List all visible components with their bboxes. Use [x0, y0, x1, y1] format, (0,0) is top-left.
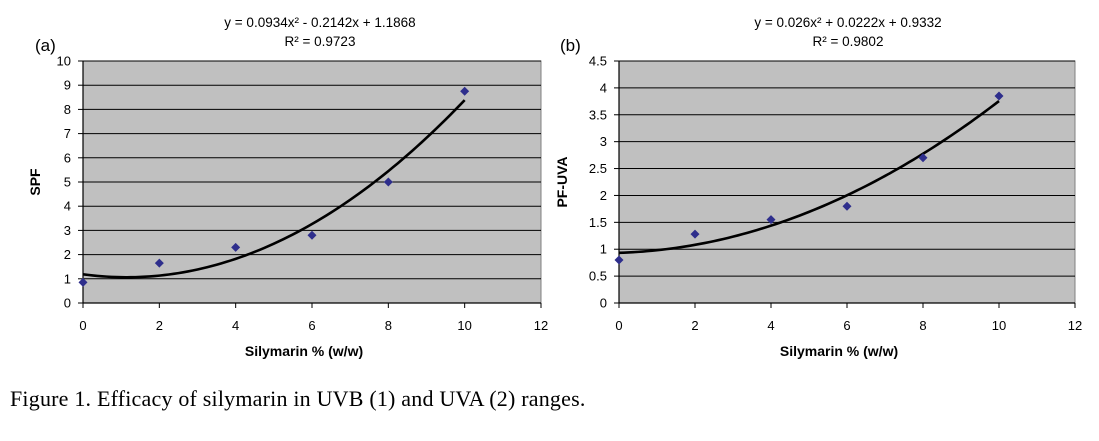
chart-b-y-tick-label: 4.5	[589, 54, 607, 69]
chart-a-y-tick-label: 1	[64, 271, 71, 286]
chart-a-x-tick-label: 2	[156, 318, 163, 333]
chart-a-data-point	[154, 258, 164, 268]
chart-a-y-tick-label: 0	[64, 296, 71, 311]
figure-caption: Figure 1. Efficacy of silymarin in UVB (…	[10, 386, 586, 411]
chart-a-data-point	[231, 242, 241, 252]
chart-b-y-tick-label: 1	[600, 242, 607, 257]
chart-a-y-axis-label: SPF	[27, 168, 43, 196]
chart-b-y-tick-label: 3	[600, 134, 607, 149]
chart-b-y-tick-label: 3.5	[589, 107, 607, 122]
chart-b-plot-area	[618, 60, 1076, 304]
chart-b-data-point	[766, 215, 776, 225]
chart-b-data-point	[842, 201, 852, 211]
chart-b-y-tick-label: 2.5	[589, 161, 607, 176]
chart-b-x-tick-label: 0	[615, 318, 622, 333]
chart-a-x-tick-label: 0	[79, 318, 86, 333]
chart-b-y-axis-label: PF-UVA	[554, 156, 570, 207]
chart-a-data-point	[78, 277, 88, 287]
chart-b-x-tick-label: 2	[691, 318, 698, 333]
chart-a-y-tick-label: 8	[64, 102, 71, 117]
chart-b-y-tick-label: 0	[600, 296, 607, 311]
chart-b-y-tick-label: 2	[600, 188, 607, 203]
chart-b-x-tick-label: 6	[843, 318, 850, 333]
chart-a-x-axis-label: Silymarin % (w/w)	[245, 343, 363, 359]
chart-b-panel-label: (b)	[560, 36, 581, 55]
chart-a-y-tick-label: 6	[64, 150, 71, 165]
chart-a-x-tick-label: 6	[308, 318, 315, 333]
chart-a-y-tick-label: 7	[64, 126, 71, 141]
chart-a-y-tick-label: 3	[64, 223, 71, 238]
chart-a-x-tick-label: 12	[534, 318, 548, 333]
chart-a-y-tick-label: 10	[57, 54, 71, 69]
chart-b-y-tick-label: 0.5	[589, 269, 607, 284]
chart-b-y-tick-label: 4	[600, 80, 607, 95]
chart-a-y-tick-label: 9	[64, 78, 71, 93]
chart-a-y-tick-label: 5	[64, 175, 71, 190]
chart-a-trendline	[82, 99, 466, 279]
chart-b-x-axis-label: Silymarin % (w/w)	[780, 343, 898, 359]
chart-b-y-tick-label: 1.5	[589, 215, 607, 230]
chart-a-panel-label: (a)	[35, 36, 56, 55]
chart-a-y-tick-label: 4	[64, 199, 71, 214]
chart-a-y-tick-label: 2	[64, 247, 71, 262]
chart-a-x-tick-label: 8	[385, 318, 392, 333]
chart-b-x-tick-label: 10	[992, 318, 1006, 333]
chart-b-data-point	[614, 255, 624, 265]
chart-a-data-point	[460, 86, 470, 96]
chart-a-x-tick-label: 4	[232, 318, 239, 333]
chart-b-x-tick-label: 8	[919, 318, 926, 333]
chart-b-x-tick-label: 12	[1068, 318, 1082, 333]
chart-a-x-tick-label: 10	[457, 318, 471, 333]
chart-a-equation: y = 0.0934x² - 0.2142x + 1.1868	[224, 15, 415, 30]
chart-b-trendline	[618, 100, 1000, 255]
chart-a-data-point	[383, 177, 393, 187]
chart-b-x-tick-label: 4	[767, 318, 774, 333]
chart-b-equation: y = 0.026x² + 0.0222x + 0.9332	[754, 15, 941, 30]
chart-b-r-squared: R² = 0.9802	[813, 34, 884, 49]
chart-b-data-point	[918, 153, 928, 163]
chart-a-r-squared: R² = 0.9723	[285, 34, 356, 49]
chart-a-data-point	[307, 230, 317, 240]
chart-b-data-point	[994, 91, 1004, 101]
chart-b-data-point	[690, 229, 700, 239]
